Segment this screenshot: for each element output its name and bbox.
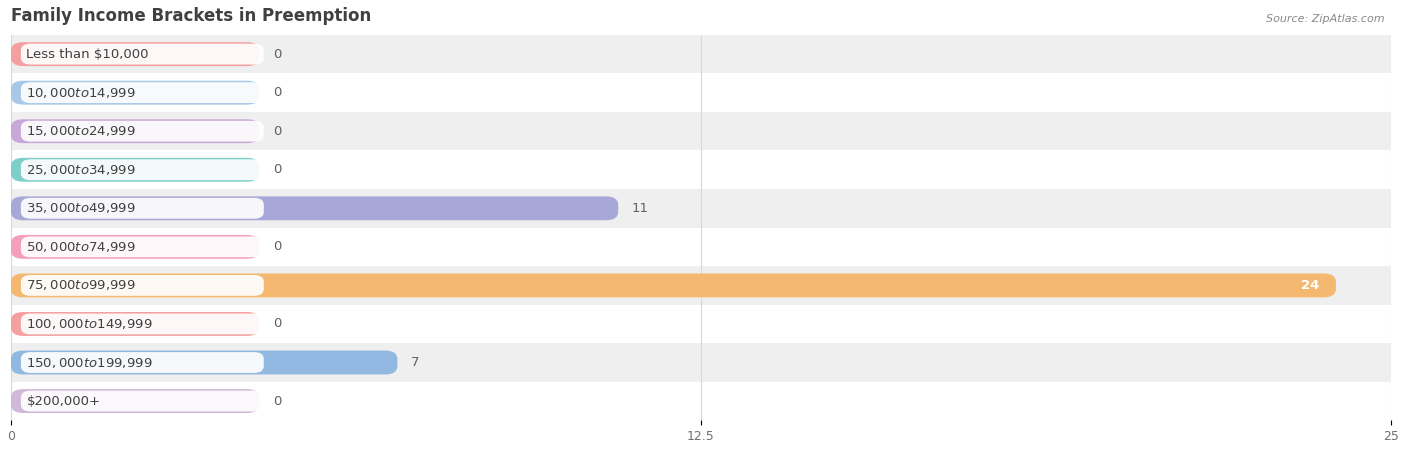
FancyBboxPatch shape xyxy=(21,391,264,411)
FancyBboxPatch shape xyxy=(11,196,619,220)
Text: 0: 0 xyxy=(273,317,281,330)
Text: Less than $10,000: Less than $10,000 xyxy=(27,48,149,61)
Text: $35,000 to $49,999: $35,000 to $49,999 xyxy=(27,201,136,215)
Text: 0: 0 xyxy=(273,240,281,253)
Text: 0: 0 xyxy=(273,86,281,99)
FancyBboxPatch shape xyxy=(21,82,264,103)
FancyBboxPatch shape xyxy=(21,44,264,64)
FancyBboxPatch shape xyxy=(11,119,259,143)
FancyBboxPatch shape xyxy=(21,275,264,296)
Text: $200,000+: $200,000+ xyxy=(27,395,100,408)
Text: Source: ZipAtlas.com: Source: ZipAtlas.com xyxy=(1267,14,1385,23)
Bar xyxy=(11,382,1391,420)
Text: $150,000 to $199,999: $150,000 to $199,999 xyxy=(27,356,153,369)
Bar xyxy=(11,228,1391,266)
FancyBboxPatch shape xyxy=(11,158,259,182)
FancyBboxPatch shape xyxy=(11,351,398,374)
Bar xyxy=(11,35,1391,73)
FancyBboxPatch shape xyxy=(21,352,264,373)
Text: $75,000 to $99,999: $75,000 to $99,999 xyxy=(27,279,136,292)
Text: $50,000 to $74,999: $50,000 to $74,999 xyxy=(27,240,136,254)
FancyBboxPatch shape xyxy=(21,121,264,142)
Bar xyxy=(11,343,1391,382)
Bar xyxy=(11,150,1391,189)
Text: 0: 0 xyxy=(273,125,281,138)
FancyBboxPatch shape xyxy=(21,159,264,180)
Bar xyxy=(11,305,1391,343)
Bar xyxy=(11,112,1391,150)
FancyBboxPatch shape xyxy=(11,81,259,104)
Text: 7: 7 xyxy=(411,356,420,369)
Bar xyxy=(11,189,1391,228)
Text: Family Income Brackets in Preemption: Family Income Brackets in Preemption xyxy=(11,7,371,25)
Bar xyxy=(11,266,1391,305)
Text: 0: 0 xyxy=(273,163,281,176)
Text: 24: 24 xyxy=(1301,279,1319,292)
FancyBboxPatch shape xyxy=(11,274,1336,297)
FancyBboxPatch shape xyxy=(21,198,264,219)
FancyBboxPatch shape xyxy=(21,236,264,257)
FancyBboxPatch shape xyxy=(11,42,259,66)
Text: $10,000 to $14,999: $10,000 to $14,999 xyxy=(27,86,136,99)
FancyBboxPatch shape xyxy=(11,389,259,413)
Text: 11: 11 xyxy=(633,202,650,215)
FancyBboxPatch shape xyxy=(11,312,259,336)
Text: 0: 0 xyxy=(273,48,281,61)
Text: $25,000 to $34,999: $25,000 to $34,999 xyxy=(27,163,136,177)
Text: 0: 0 xyxy=(273,395,281,408)
FancyBboxPatch shape xyxy=(11,235,259,259)
Text: $100,000 to $149,999: $100,000 to $149,999 xyxy=(27,317,153,331)
Bar xyxy=(11,73,1391,112)
Text: $15,000 to $24,999: $15,000 to $24,999 xyxy=(27,124,136,138)
FancyBboxPatch shape xyxy=(21,314,264,334)
